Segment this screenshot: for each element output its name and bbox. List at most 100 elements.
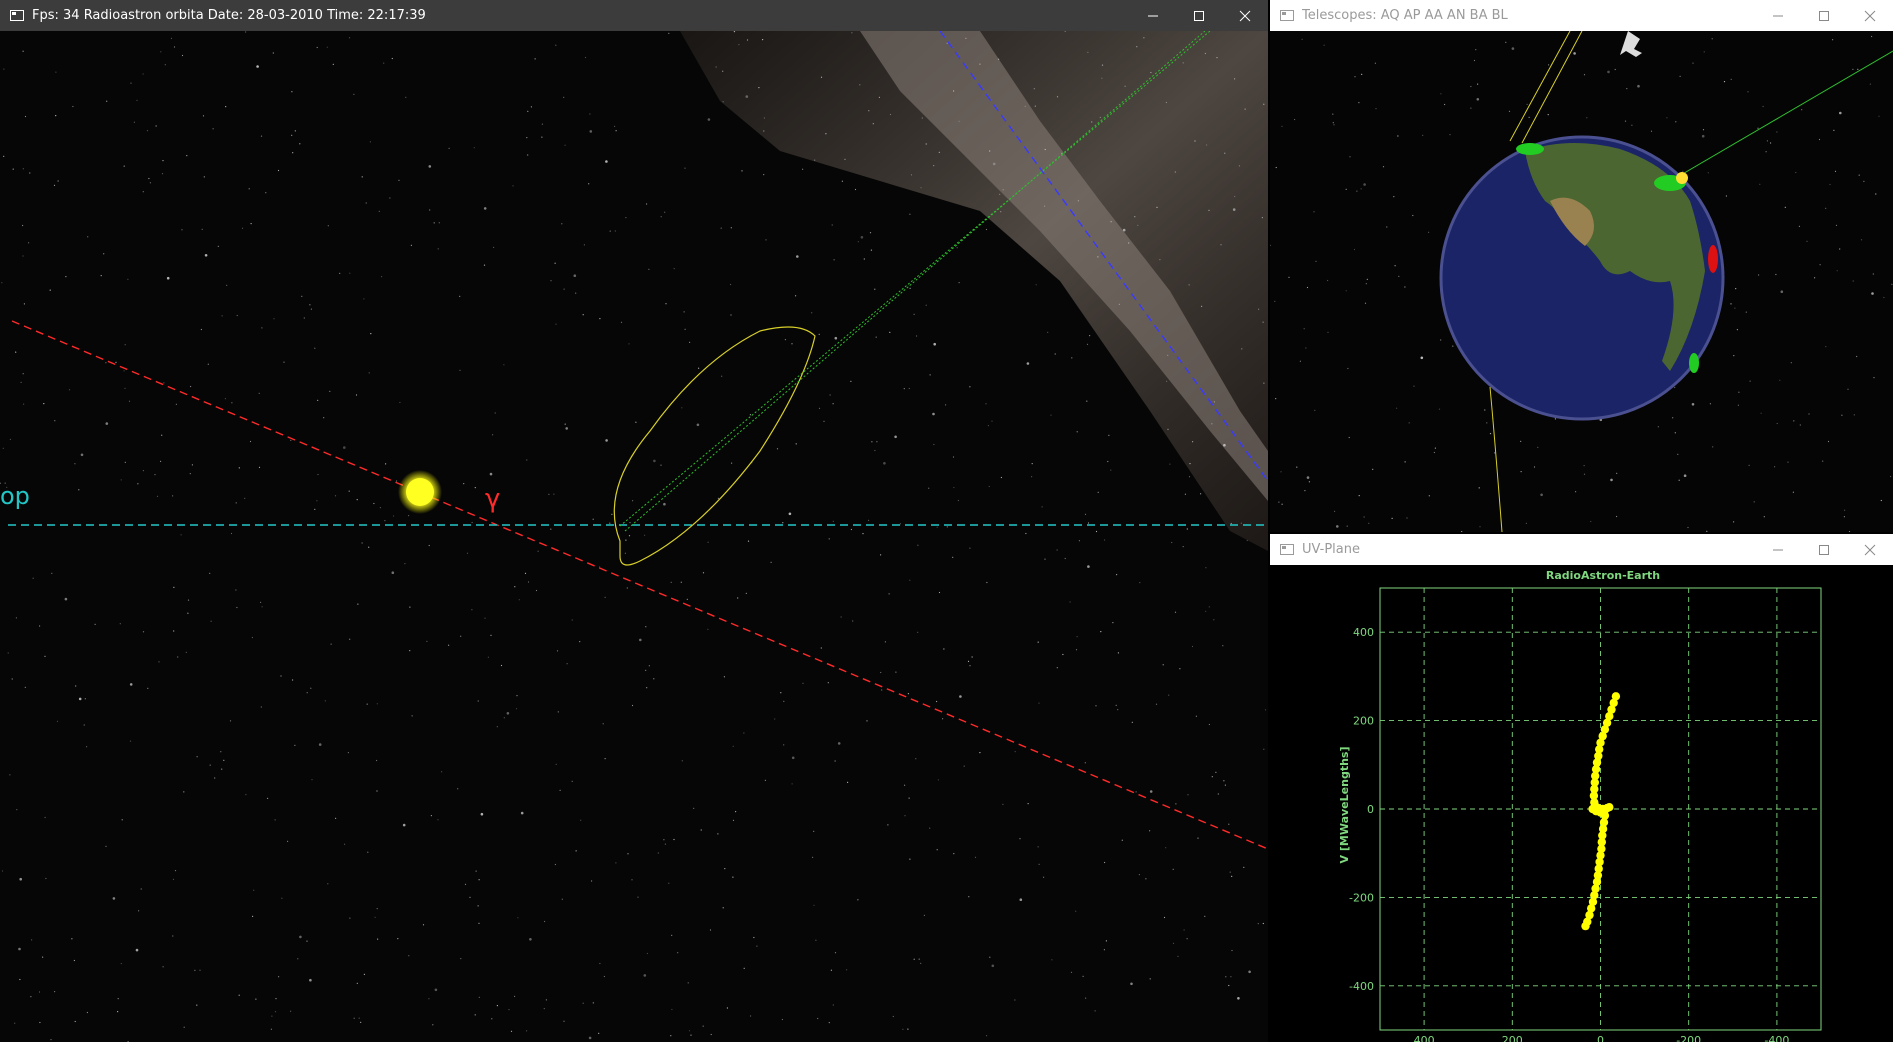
star	[1760, 412, 1762, 414]
earth-view[interactable]	[1270, 30, 1893, 532]
uv-point	[1587, 904, 1596, 913]
star	[1031, 476, 1033, 478]
star	[292, 679, 294, 681]
star	[989, 150, 991, 152]
maximize-button[interactable]	[1801, 0, 1847, 31]
star	[1674, 432, 1676, 434]
maximize-button[interactable]	[1176, 0, 1222, 31]
star	[160, 51, 162, 53]
star	[611, 513, 613, 515]
star	[921, 117, 923, 119]
star	[166, 276, 170, 280]
star	[1241, 348, 1243, 350]
star	[437, 819, 439, 821]
maximize-button[interactable]	[1801, 534, 1847, 565]
star	[86, 1011, 88, 1014]
star	[1413, 385, 1415, 387]
star	[1758, 274, 1760, 276]
star	[735, 811, 737, 813]
star	[210, 620, 212, 622]
star	[1333, 124, 1335, 126]
star	[908, 797, 910, 799]
uv-titlebar[interactable]: UV-Plane	[1270, 534, 1893, 566]
star	[117, 998, 119, 1000]
star	[1038, 863, 1040, 865]
star	[1187, 794, 1189, 796]
star	[170, 37, 173, 39]
star	[460, 635, 462, 637]
main-titlebar[interactable]: Fps: 34 Radioastron orbita Date: 28-03-2…	[0, 0, 1268, 31]
star	[535, 589, 538, 592]
star	[283, 361, 285, 363]
star	[1356, 190, 1358, 192]
star	[722, 907, 724, 909]
star	[316, 500, 318, 502]
star	[1043, 876, 1045, 878]
uv-point	[1595, 745, 1604, 754]
star	[936, 849, 938, 851]
star	[918, 958, 920, 960]
minimize-button[interactable]	[1130, 0, 1176, 31]
star	[631, 704, 634, 707]
star	[1014, 999, 1016, 1001]
star	[1637, 84, 1640, 88]
star	[722, 70, 724, 72]
telescopes-window[interactable]: Telescopes: AQ AP AA AN BA BL	[1270, 0, 1893, 532]
star	[349, 917, 351, 919]
star	[1737, 404, 1739, 406]
star	[1229, 871, 1231, 873]
earth-canvas[interactable]	[1270, 30, 1893, 532]
star	[1573, 52, 1576, 55]
star	[1263, 748, 1265, 750]
minimize-button[interactable]	[1755, 534, 1801, 565]
star	[1508, 110, 1511, 112]
minimize-button[interactable]	[1755, 0, 1801, 31]
star	[1880, 499, 1882, 502]
star	[1238, 165, 1240, 167]
close-button[interactable]	[1847, 534, 1893, 565]
star	[316, 46, 318, 49]
sky-view[interactable]: γ op	[0, 30, 1268, 1042]
star	[1167, 428, 1169, 430]
star	[1780, 290, 1784, 294]
star	[1682, 170, 1684, 172]
star	[1231, 949, 1233, 952]
star	[825, 133, 827, 135]
star	[73, 959, 75, 962]
star	[1438, 408, 1441, 410]
star	[702, 572, 705, 574]
star	[14, 1022, 16, 1024]
star	[968, 896, 970, 898]
star	[365, 202, 367, 204]
star	[571, 619, 573, 621]
star	[874, 288, 876, 290]
star	[137, 483, 139, 485]
star	[887, 824, 889, 826]
main-window[interactable]: Fps: 34 Radioastron orbita Date: 28-03-2…	[0, 0, 1268, 1042]
close-button[interactable]	[1847, 0, 1893, 31]
close-button[interactable]	[1222, 0, 1268, 31]
uv-plot-area[interactable]: RadioAstron-Earth 400 200 0 -200 -400 400 200 0…	[1270, 565, 1893, 1042]
star	[720, 227, 722, 229]
star	[953, 853, 955, 855]
star	[625, 217, 627, 219]
star	[68, 389, 71, 391]
star	[258, 392, 260, 394]
star	[726, 1007, 729, 1009]
uv-plane-window[interactable]: UV-Plane RadioAstron-Earth 400 200 0 -200 -4…	[1270, 534, 1893, 1042]
star	[471, 521, 473, 524]
star	[564, 423, 566, 425]
star	[1257, 923, 1259, 925]
star	[478, 996, 480, 998]
telescopes-titlebar[interactable]: Telescopes: AQ AP AA AN BA BL	[1270, 0, 1893, 32]
star	[1687, 526, 1689, 529]
star	[1479, 526, 1481, 528]
star	[541, 136, 543, 138]
sky-canvas[interactable]: γ op	[0, 30, 1268, 1042]
star	[1575, 491, 1577, 493]
star	[30, 996, 32, 998]
star	[142, 73, 144, 75]
star	[23, 403, 25, 405]
star	[555, 323, 557, 325]
star	[1525, 522, 1527, 524]
